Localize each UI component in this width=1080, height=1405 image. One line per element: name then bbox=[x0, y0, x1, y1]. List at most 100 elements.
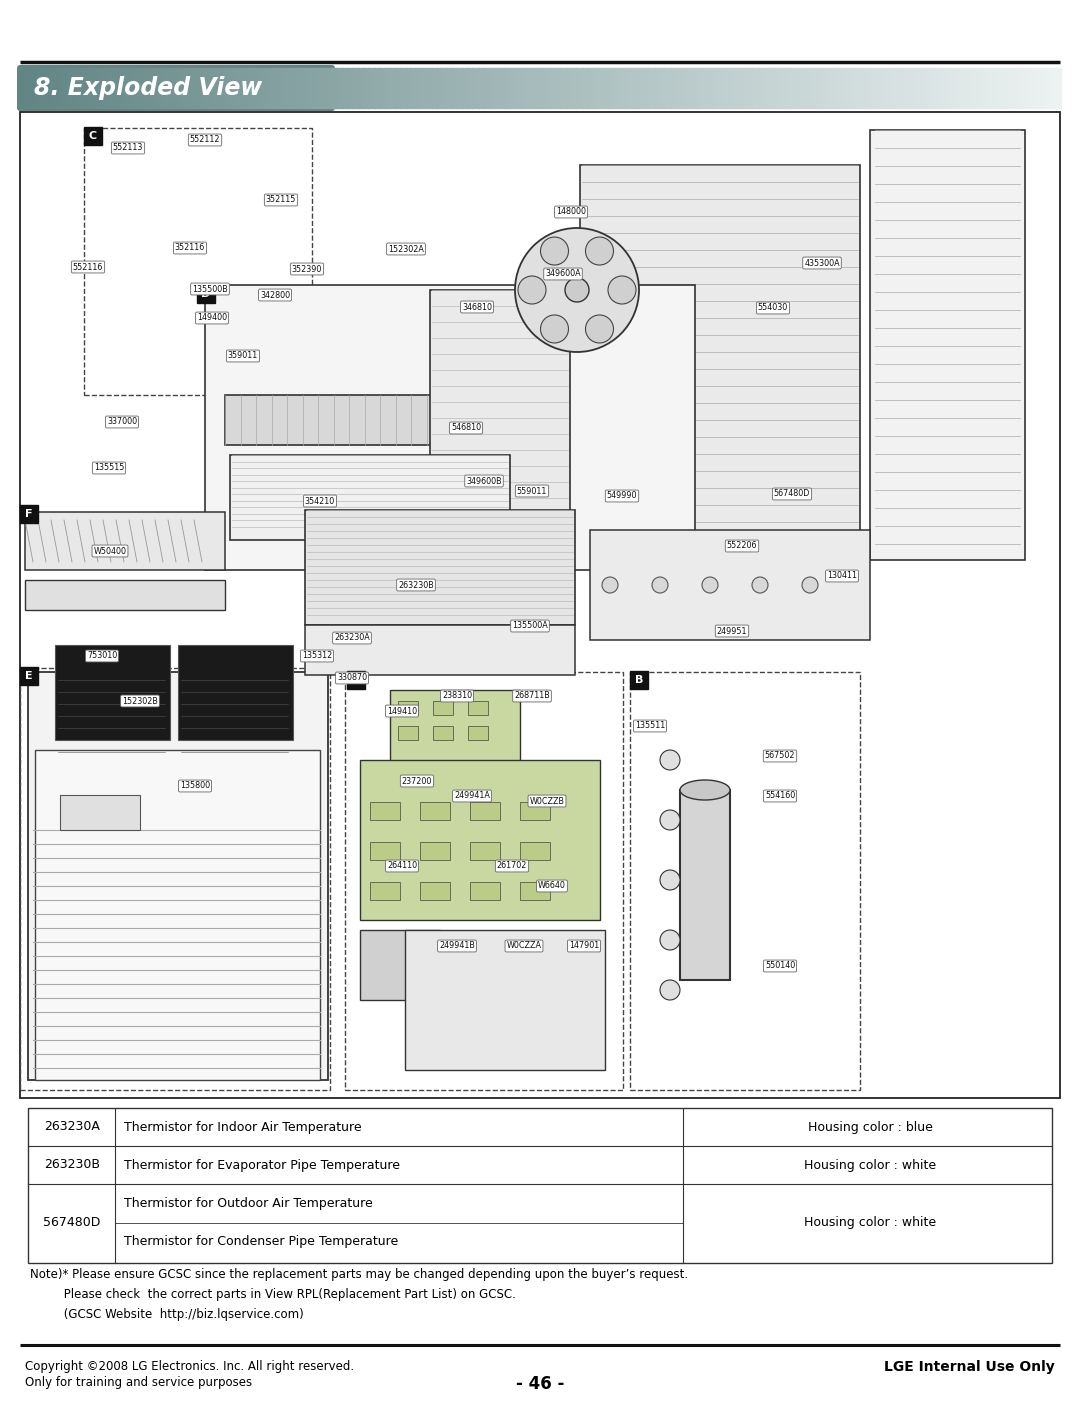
Text: W50400: W50400 bbox=[94, 547, 126, 555]
Bar bbox=[494, 67, 499, 108]
Text: 261702: 261702 bbox=[497, 861, 527, 871]
Text: F: F bbox=[25, 509, 32, 518]
Bar bbox=[738, 67, 744, 108]
Bar bbox=[104, 67, 109, 108]
Bar bbox=[878, 67, 885, 108]
Bar bbox=[205, 285, 696, 570]
Bar bbox=[311, 67, 318, 108]
Bar bbox=[25, 580, 225, 610]
Bar bbox=[84, 126, 102, 145]
Bar bbox=[468, 701, 488, 715]
Bar bbox=[680, 790, 730, 981]
Text: 152302B: 152302B bbox=[122, 697, 158, 705]
Text: 359011: 359011 bbox=[228, 351, 258, 361]
Bar bbox=[436, 67, 442, 108]
Bar bbox=[415, 67, 421, 108]
Text: Thermistor for Outdoor Air Temperature: Thermistor for Outdoor Air Temperature bbox=[124, 1197, 373, 1210]
Bar bbox=[470, 882, 500, 901]
Bar bbox=[956, 67, 962, 108]
Bar bbox=[826, 67, 833, 108]
Bar bbox=[529, 67, 536, 108]
Bar bbox=[795, 67, 801, 108]
Circle shape bbox=[660, 930, 680, 950]
Text: 152302A: 152302A bbox=[388, 244, 424, 253]
Bar bbox=[25, 67, 31, 108]
Bar bbox=[889, 67, 894, 108]
Bar bbox=[961, 67, 968, 108]
Bar bbox=[368, 67, 375, 108]
Bar bbox=[82, 67, 89, 108]
Text: 249941B: 249941B bbox=[440, 941, 475, 951]
Text: B: B bbox=[635, 674, 644, 686]
Circle shape bbox=[660, 981, 680, 1000]
Text: Housing color : white: Housing color : white bbox=[804, 1159, 936, 1172]
Bar bbox=[353, 67, 359, 108]
Bar bbox=[156, 67, 161, 108]
Circle shape bbox=[802, 577, 818, 593]
Bar bbox=[178, 645, 293, 740]
Bar bbox=[852, 67, 859, 108]
Text: Only for training and service purposes: Only for training and service purposes bbox=[25, 1375, 252, 1390]
Bar bbox=[1055, 67, 1061, 108]
Text: 550140: 550140 bbox=[765, 961, 795, 971]
Bar bbox=[451, 67, 458, 108]
Bar bbox=[904, 67, 910, 108]
Bar bbox=[60, 795, 140, 830]
Bar bbox=[1003, 67, 1009, 108]
Text: Thermistor for Evaporator Pipe Temperature: Thermistor for Evaporator Pipe Temperatu… bbox=[124, 1159, 400, 1172]
Bar bbox=[405, 67, 411, 108]
Bar bbox=[420, 802, 450, 821]
Bar bbox=[525, 67, 530, 108]
Bar bbox=[399, 726, 418, 740]
Bar bbox=[470, 802, 500, 821]
Bar bbox=[230, 455, 510, 540]
Text: 263230A: 263230A bbox=[44, 1121, 100, 1134]
Bar bbox=[899, 67, 905, 108]
Bar bbox=[280, 67, 286, 108]
Text: 263230B: 263230B bbox=[44, 1159, 100, 1172]
Circle shape bbox=[540, 315, 568, 343]
Bar bbox=[384, 67, 390, 108]
Bar bbox=[603, 67, 609, 108]
Bar bbox=[815, 67, 822, 108]
Text: 237200: 237200 bbox=[402, 777, 432, 785]
Bar bbox=[649, 67, 656, 108]
Bar bbox=[665, 67, 671, 108]
Bar bbox=[612, 67, 619, 108]
Text: 264110: 264110 bbox=[387, 861, 417, 871]
Text: 554160: 554160 bbox=[765, 791, 795, 801]
Text: 135500A: 135500A bbox=[512, 621, 548, 631]
Bar bbox=[374, 67, 380, 108]
Circle shape bbox=[602, 577, 618, 593]
Bar bbox=[477, 67, 484, 108]
Bar bbox=[1034, 67, 1040, 108]
Text: 352390: 352390 bbox=[292, 264, 322, 274]
Bar bbox=[503, 67, 510, 108]
Text: 349600B: 349600B bbox=[467, 476, 502, 486]
Circle shape bbox=[565, 278, 589, 302]
Bar bbox=[810, 67, 816, 108]
Bar bbox=[150, 67, 157, 108]
Bar bbox=[433, 701, 453, 715]
Bar bbox=[400, 67, 406, 108]
Bar bbox=[727, 67, 733, 108]
Bar bbox=[555, 67, 562, 108]
Bar bbox=[592, 67, 598, 108]
Bar bbox=[919, 67, 926, 108]
Bar bbox=[498, 67, 504, 108]
Bar bbox=[197, 285, 215, 303]
Bar bbox=[706, 67, 713, 108]
Bar bbox=[36, 67, 42, 108]
FancyBboxPatch shape bbox=[17, 65, 335, 111]
Bar bbox=[161, 67, 166, 108]
Bar bbox=[55, 645, 170, 740]
Text: Note)* Please ensure GCSC since the replacement parts may be changed depending u: Note)* Please ensure GCSC since the repl… bbox=[30, 1267, 688, 1281]
Bar bbox=[431, 67, 437, 108]
Text: 352116: 352116 bbox=[175, 243, 205, 253]
Circle shape bbox=[660, 811, 680, 830]
Text: 567480D: 567480D bbox=[43, 1215, 100, 1229]
Bar bbox=[420, 882, 450, 901]
Text: 149410: 149410 bbox=[387, 707, 417, 715]
Text: 346810: 346810 bbox=[462, 302, 492, 312]
Text: E: E bbox=[25, 672, 32, 681]
